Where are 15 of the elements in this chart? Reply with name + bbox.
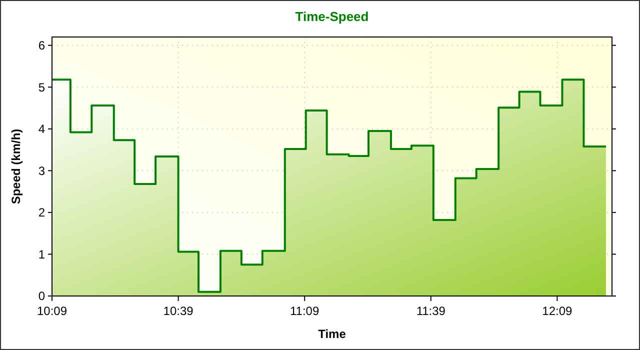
x-tick-label: 12:09 [542,304,573,318]
y-axis-title: Speed (km/h) [9,128,23,204]
y-tick-label: 4 [38,122,46,136]
x-tick-label: 11:39 [416,304,446,318]
y-tick-label: 1 [38,247,46,262]
x-tick-label: 10:39 [163,304,194,318]
x-tick-label: 11:09 [290,304,320,318]
x-axis-title: Time [318,327,346,341]
chart-title: Time-Speed [295,9,369,24]
y-tick-label: 2 [38,206,46,220]
y-tick-label: 0 [38,289,46,304]
y-tick-label: 5 [38,80,46,94]
y-tick-label: 3 [38,164,46,178]
y-tick-label: 6 [38,38,46,53]
x-tick-label: 10:09 [36,304,68,318]
